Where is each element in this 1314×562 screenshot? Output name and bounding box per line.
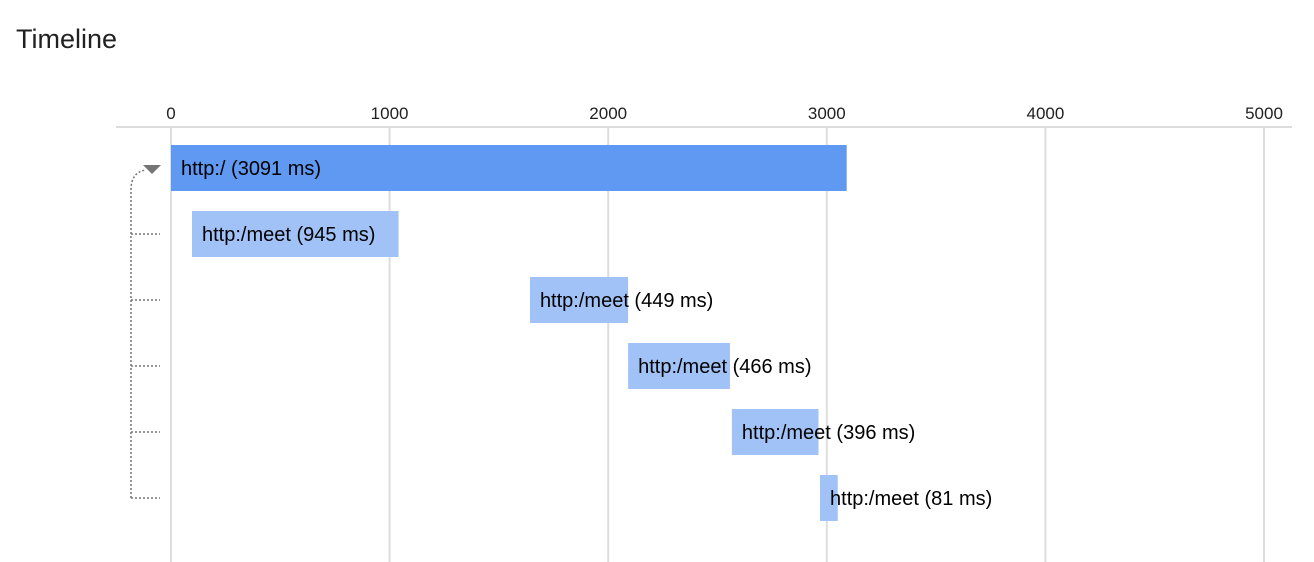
child-span-bar[interactable] xyxy=(191,211,399,257)
span-label: http:/meet (449 ms) xyxy=(540,290,713,312)
x-tick-label: 0 xyxy=(166,104,175,123)
child-span-bar[interactable] xyxy=(820,475,838,521)
collapse-triangle-icon[interactable] xyxy=(143,165,161,174)
x-tick-label: 5000 xyxy=(1245,104,1283,123)
span-label: http:/meet (466 ms) xyxy=(638,356,811,378)
span-label: http:/meet (396 ms) xyxy=(742,422,915,444)
child-span-bar[interactable] xyxy=(731,409,819,455)
span-label: http:/meet (945 ms) xyxy=(202,224,375,246)
child-span-bar[interactable] xyxy=(628,343,730,389)
child-span-bar[interactable] xyxy=(529,277,629,323)
x-tick-label: 3000 xyxy=(808,104,846,123)
span-label: http:/ (3091 ms) xyxy=(181,158,321,180)
page-title: Timeline xyxy=(16,24,118,54)
x-tick-label: 4000 xyxy=(1026,104,1064,123)
x-tick-label: 2000 xyxy=(589,104,627,123)
span-label: http:/meet (81 ms) xyxy=(830,488,992,510)
tree-connector xyxy=(130,169,147,498)
root-span-bar[interactable] xyxy=(171,145,847,191)
x-tick-label: 1000 xyxy=(371,104,409,123)
